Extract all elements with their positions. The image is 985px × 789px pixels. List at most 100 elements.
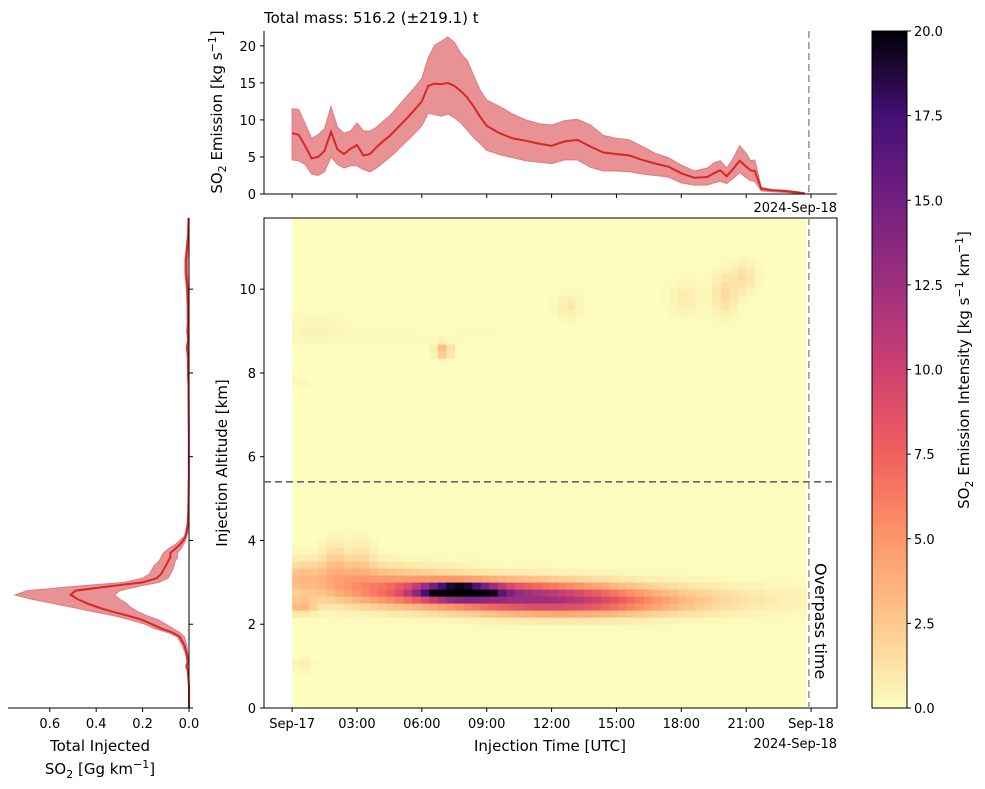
heatmap-cell (446, 568, 456, 576)
heatmap-cell (746, 596, 756, 604)
heatmap-cell (643, 617, 653, 625)
heatmap-frame (263, 217, 838, 709)
top-mean-line-layer (291, 81, 805, 195)
heatmap-cell (360, 589, 370, 597)
heatmap-cell (360, 554, 370, 562)
heatmap-cell (497, 596, 508, 604)
heatmap-cell (532, 624, 542, 632)
heatmap-cell (789, 596, 799, 604)
heatmap-cell (738, 575, 748, 583)
heatmap-cell (437, 547, 448, 555)
heatmap-cell (377, 589, 388, 597)
heatmap-cell (712, 267, 722, 275)
heatmap-cell (523, 596, 533, 604)
heatmap-cell (412, 596, 422, 604)
heatmap-cell (566, 323, 576, 331)
heatmap-cell (326, 330, 336, 338)
heatmap-cell (720, 302, 731, 310)
heatmap-cell (472, 554, 482, 562)
heatmap-cell (352, 561, 362, 569)
heatmap-cell (558, 302, 568, 310)
heatmap-cell (429, 561, 439, 569)
heatmap-cell (326, 309, 336, 317)
heatmap-cell (566, 610, 576, 618)
heatmap-cell (600, 589, 611, 597)
heatmap-cell (360, 568, 370, 576)
left-x-axis-label-line2: SO2 [Gg km−1] (45, 758, 155, 781)
heatmap-cell (489, 568, 499, 576)
heatmap-cell (618, 575, 628, 583)
heatmap-cell (463, 568, 473, 576)
heatmap-cell (292, 330, 302, 338)
heatmap-cell (480, 561, 490, 569)
left-x-tick-label: 0.2 (132, 717, 153, 732)
heatmap-cell (660, 603, 671, 611)
heatmap-cell (643, 589, 653, 597)
heatmap-cell (455, 575, 465, 583)
heatmap-cell (292, 575, 302, 583)
heatmap-cell (720, 288, 731, 296)
heatmap-cell (738, 582, 748, 590)
heatmap-cell (558, 288, 568, 296)
heatmap-cell (429, 624, 439, 632)
heatmap-cell (480, 610, 490, 618)
heatmap-cell (386, 547, 396, 555)
heatmap-cell (420, 561, 430, 569)
heatmap-cell (292, 372, 302, 380)
heatmap-cell (369, 589, 379, 597)
heatmap-cell (437, 344, 448, 352)
heatmap-cell (695, 281, 705, 289)
heatmap-cell (558, 582, 568, 590)
heatmap-cell (386, 337, 396, 345)
heatmap-cell (583, 295, 593, 303)
heatmap-cell (292, 323, 302, 331)
heatmap-cell (489, 582, 499, 590)
heatmap-cell (369, 610, 379, 618)
heatmap-cell (592, 582, 602, 590)
heatmap-cell (532, 330, 542, 338)
heatmap-cell (746, 295, 756, 303)
heatmap-cell (652, 582, 662, 590)
heatmap-cell (326, 337, 336, 345)
heatmap-cell (695, 617, 705, 625)
heatmap-cell (669, 309, 679, 317)
colorbar-ticks: 0.0 2.5 5.0 7.5 10.0 12.5 15.0 17.5 20.0 (907, 25, 943, 717)
heatmap-cell (566, 596, 576, 604)
heatmap-cell (377, 540, 388, 548)
heatmap-cell (738, 274, 748, 282)
heatmap-cell (695, 596, 705, 604)
heatmap-cell (420, 337, 430, 345)
heatmap-cell (686, 617, 696, 625)
heatmap-cell (789, 603, 799, 611)
heatmap-cell (352, 575, 362, 583)
heatmap-cell (506, 575, 516, 583)
heatmap-cell (695, 316, 705, 324)
heatmap-cell (472, 589, 482, 597)
heatmap-cell (309, 316, 319, 324)
heatmap-cell (549, 596, 559, 604)
heatmap-cell (446, 323, 456, 331)
heatmap-cell (352, 323, 362, 331)
heatmap-cell (429, 603, 439, 611)
heatmap-cell (377, 568, 388, 576)
heatmap-cell (755, 603, 765, 611)
heatmap-cell (446, 358, 456, 366)
heatmap-cell (369, 540, 379, 548)
heatmap-cell (429, 617, 439, 625)
heatmap-cell (412, 561, 422, 569)
heatmap-cell (343, 589, 353, 597)
heatmap-cell (712, 589, 722, 597)
heatmap-cell (446, 554, 456, 562)
heatmap-cell (669, 582, 679, 590)
vertical-profile-panel: 0.6 0.4 0.2 0.0 Total Injected SO2 [Gg km−1… (8, 217, 199, 781)
heatmap-cell (420, 610, 430, 618)
heatmap-cell (472, 337, 482, 345)
heatmap-cell (660, 288, 671, 296)
heatmap-cell (369, 330, 379, 338)
heatmap-cell (686, 302, 696, 310)
heatmap-cell (720, 596, 731, 604)
heatmap-cell (369, 554, 379, 562)
left-uncertainty-band-layer (13, 217, 190, 708)
heatmap-cell (472, 561, 482, 569)
heatmap-cell (386, 610, 396, 618)
